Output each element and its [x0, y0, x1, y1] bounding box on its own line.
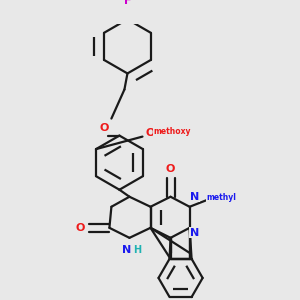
Text: O: O	[166, 164, 175, 174]
Text: N: N	[190, 228, 199, 238]
Text: methoxy: methoxy	[154, 127, 191, 136]
Text: F: F	[124, 0, 131, 6]
Text: O: O	[76, 223, 85, 233]
Text: N: N	[122, 245, 131, 255]
Text: methyl: methyl	[207, 193, 237, 202]
Text: H: H	[134, 245, 142, 255]
Text: O: O	[100, 123, 109, 133]
Text: O: O	[146, 128, 155, 138]
Text: N: N	[190, 192, 199, 202]
